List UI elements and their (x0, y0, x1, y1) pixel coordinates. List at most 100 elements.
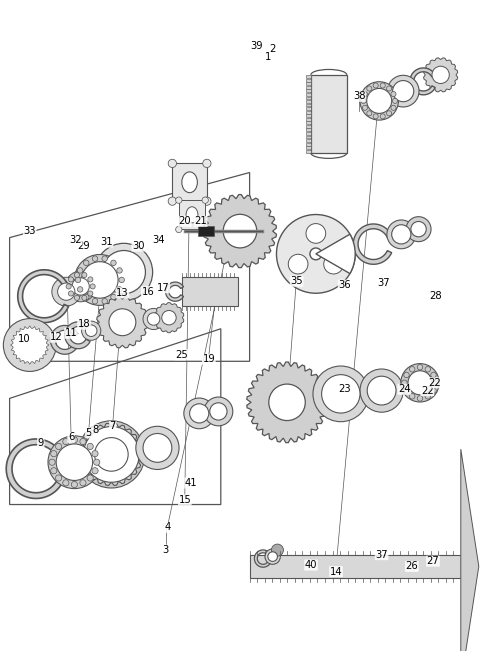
Circle shape (202, 197, 208, 203)
Circle shape (268, 552, 277, 561)
Circle shape (409, 394, 415, 399)
Circle shape (92, 299, 98, 304)
Circle shape (82, 321, 101, 340)
Wedge shape (316, 234, 355, 273)
Bar (172, 163, 207, 201)
Circle shape (84, 260, 89, 266)
Circle shape (367, 111, 372, 116)
Text: 14: 14 (330, 566, 342, 577)
Circle shape (406, 217, 431, 242)
Circle shape (78, 421, 145, 488)
Circle shape (66, 284, 71, 289)
Circle shape (77, 286, 83, 292)
Text: 5: 5 (85, 428, 92, 438)
Circle shape (432, 66, 449, 83)
Circle shape (402, 380, 407, 385)
Circle shape (56, 443, 62, 450)
Text: 4: 4 (165, 522, 171, 533)
Text: 36: 36 (338, 280, 351, 290)
Circle shape (168, 159, 177, 167)
Circle shape (392, 225, 411, 244)
Circle shape (210, 403, 227, 420)
Bar (311, 75, 347, 153)
Bar (307, 118, 311, 120)
Circle shape (203, 197, 211, 205)
Text: 11: 11 (65, 328, 77, 339)
Bar (307, 96, 311, 100)
Bar (307, 107, 311, 110)
Circle shape (92, 467, 98, 474)
Text: 10: 10 (18, 333, 30, 344)
Text: 9: 9 (37, 437, 44, 448)
Circle shape (288, 255, 308, 274)
Polygon shape (353, 224, 392, 264)
Circle shape (147, 312, 160, 326)
Circle shape (87, 443, 93, 450)
Circle shape (102, 251, 145, 294)
Circle shape (117, 286, 122, 292)
Circle shape (306, 223, 326, 243)
Text: 31: 31 (100, 237, 113, 247)
Text: 15: 15 (179, 495, 191, 505)
Bar (307, 121, 311, 124)
Circle shape (417, 396, 423, 401)
Circle shape (360, 82, 398, 120)
Text: 1: 1 (264, 52, 271, 62)
Circle shape (404, 388, 409, 393)
Circle shape (102, 256, 108, 261)
Circle shape (52, 277, 81, 306)
Circle shape (431, 372, 436, 378)
Bar (307, 100, 311, 103)
Circle shape (80, 439, 86, 445)
Circle shape (111, 294, 116, 299)
Bar (307, 143, 311, 146)
Circle shape (431, 388, 436, 393)
Text: 39: 39 (251, 40, 263, 51)
Circle shape (373, 83, 378, 88)
Circle shape (82, 296, 87, 300)
Circle shape (367, 86, 372, 91)
Bar (307, 104, 311, 107)
Circle shape (310, 248, 322, 260)
Circle shape (80, 480, 86, 486)
Ellipse shape (182, 172, 197, 193)
Circle shape (72, 437, 77, 443)
Bar (307, 93, 311, 96)
Polygon shape (65, 322, 90, 349)
Polygon shape (166, 282, 183, 301)
Circle shape (49, 459, 55, 465)
Circle shape (119, 277, 124, 283)
Bar (307, 89, 311, 92)
Circle shape (324, 255, 343, 274)
Circle shape (184, 398, 215, 429)
Bar (307, 111, 311, 113)
Circle shape (63, 480, 69, 486)
Text: 19: 19 (203, 354, 215, 365)
Circle shape (117, 268, 122, 273)
Circle shape (393, 98, 397, 104)
Bar (307, 135, 311, 139)
Bar (307, 125, 311, 128)
Circle shape (74, 255, 125, 305)
Text: 6: 6 (68, 432, 74, 443)
Circle shape (72, 482, 77, 488)
Bar (307, 139, 311, 142)
Circle shape (136, 426, 179, 469)
Ellipse shape (186, 207, 198, 223)
Bar (182, 277, 238, 306)
Text: 20: 20 (179, 216, 191, 227)
Text: 40: 40 (305, 560, 317, 570)
Text: 22: 22 (428, 378, 441, 388)
Polygon shape (50, 326, 78, 354)
Circle shape (361, 98, 366, 104)
Text: 21: 21 (194, 216, 207, 227)
Circle shape (143, 434, 172, 462)
Circle shape (94, 459, 100, 465)
Circle shape (56, 444, 93, 480)
Text: 24: 24 (398, 384, 410, 395)
Bar (307, 79, 311, 81)
Circle shape (272, 544, 283, 556)
Text: 16: 16 (142, 286, 154, 297)
Circle shape (204, 397, 233, 426)
Circle shape (190, 404, 209, 423)
